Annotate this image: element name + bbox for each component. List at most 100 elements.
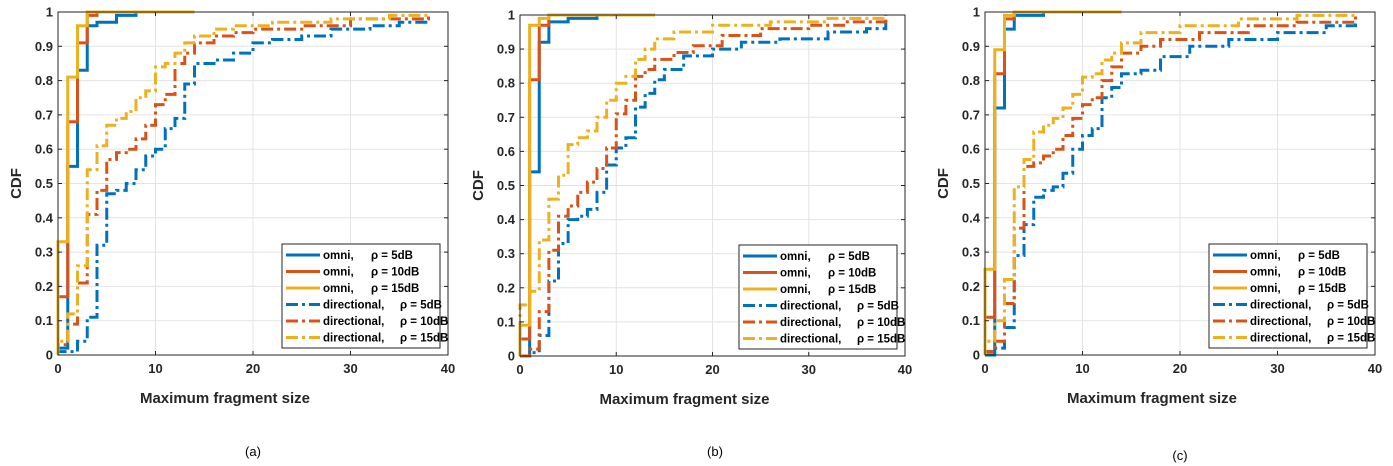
x-axis-label: Maximum fragment size — [1067, 390, 1237, 407]
series-line-directional-4 — [56, 12, 430, 355]
legend-entry-rho: ρ = 5dB — [400, 300, 442, 312]
x-tick-label: 20 — [705, 362, 719, 377]
y-tick-label: 1 — [46, 5, 53, 20]
y-tick-label: 0.2 — [497, 280, 515, 295]
legend-entry-rho: ρ = 10dB — [400, 316, 448, 328]
legend-entry-rho: ρ = 5dB — [828, 251, 870, 263]
chart-panel-2: 0 10 20 30 40 0 0.1 0.2 0.3 0.4 0.5 0.6 0.7 0.8 0.9 1 Ma… — [470, 8, 912, 460]
legend-entry-label: directional, — [780, 301, 841, 313]
x-tick-label: 0 — [516, 362, 523, 377]
chart-panel-3: 0 10 20 30 40 0 0.1 0.2 0.3 0.4 0.5 0.6 0.7 0.8 0.9 1 Ma… — [935, 5, 1382, 464]
legend-entry-label: omni, — [780, 284, 811, 296]
legend-entry-label: directional, — [780, 334, 841, 346]
legend-entry-label: omni, — [780, 268, 811, 280]
legend-entry-label: omni, — [323, 267, 354, 279]
series-line-directional-3 — [520, 15, 888, 358]
series-line-omni-2 — [518, 13, 655, 356]
x-tick-label: 30 — [1270, 361, 1284, 376]
y-tick-label: 0 — [973, 348, 980, 363]
legend-box — [281, 243, 441, 349]
legend-entry-rho: ρ = 5dB — [1327, 300, 1369, 312]
chart-panel-1: 0 10 20 30 40 0 0.1 0.2 0.3 0.4 0.5 0.6 0.7 0.8 0.9 1 Ma… — [8, 5, 455, 460]
x-tick-label: 30 — [343, 361, 357, 376]
legend-entry-label: omni, — [323, 283, 354, 295]
legend-entry-rho: ρ = 10dB — [857, 317, 905, 329]
y-tick-label: 0.8 — [497, 76, 515, 91]
y-tick-label: 0.1 — [35, 313, 53, 328]
series-line-omni-2 — [983, 10, 1122, 355]
series-line-directional-4 — [520, 15, 888, 358]
series-line-directional-5 — [983, 12, 1357, 355]
x-tick-label: 0 — [981, 361, 988, 376]
y-tick-label: 0.9 — [35, 39, 53, 54]
legend-entry-label: directional, — [323, 316, 384, 328]
legend-entry-label: omni, — [1250, 283, 1281, 295]
legend-entry-rho: ρ = 15dB — [857, 334, 905, 346]
legend-entry-label: directional, — [1250, 316, 1311, 328]
legend-entry-rho: ρ = 5dB — [371, 250, 413, 262]
y-tick-label: 0.5 — [35, 176, 53, 191]
x-tick-label: 10 — [148, 361, 162, 376]
y-tick-label: 0.2 — [962, 279, 980, 294]
legend-entry-label: directional, — [323, 300, 384, 312]
legend: omni, ρ = 5dB omni, ρ = 10dB omni, ρ = 15dB di… — [281, 243, 448, 349]
y-tick-label: 0.3 — [497, 246, 515, 261]
y-tick-label: 0.4 — [497, 212, 516, 227]
x-tick-label: 40 — [441, 361, 455, 376]
legend-entry-rho: ρ = 5dB — [1298, 250, 1340, 262]
legend-entry-rho: ρ = 15dB — [828, 284, 876, 296]
series-line-directional-5 — [518, 15, 888, 356]
y-tick-label: 0.2 — [35, 279, 53, 294]
x-tick-label: 20 — [246, 361, 260, 376]
y-tick-label: 0.4 — [962, 210, 981, 225]
x-tick-label: 40 — [898, 362, 912, 377]
y-tick-label: 0.1 — [962, 313, 980, 328]
y-tick-label: 0.8 — [962, 73, 980, 88]
series-line-directional-3 — [56, 12, 430, 355]
y-tick-label: 1 — [508, 8, 515, 23]
legend-entry-label: omni, — [780, 251, 811, 263]
subfigure-caption: (a) — [245, 444, 261, 459]
subfigure-caption: (b) — [707, 444, 723, 459]
x-tick-label: 20 — [1173, 361, 1187, 376]
y-tick-label: 0.4 — [35, 210, 54, 225]
y-axis-label: CDF — [470, 170, 487, 201]
legend-box — [738, 244, 898, 350]
legend: omni, ρ = 5dB omni, ρ = 10dB omni, ρ = 15dB di… — [738, 244, 905, 350]
series-line-directional-5 — [56, 12, 430, 355]
y-tick-label: 0.8 — [35, 73, 53, 88]
y-tick-label: 0.9 — [962, 39, 980, 54]
legend-entry-rho: ρ = 10dB — [1327, 316, 1375, 328]
legend-entry-rho: ρ = 15dB — [371, 283, 419, 295]
y-tick-label: 0.7 — [35, 107, 53, 122]
y-tick-label: 0.7 — [962, 107, 980, 122]
legend-entry-rho: ρ = 15dB — [1298, 283, 1346, 295]
legend-entry-label: omni, — [1250, 267, 1281, 279]
y-axis-label: CDF — [935, 168, 952, 199]
x-tick-label: 10 — [609, 362, 623, 377]
legend-entry-label: directional, — [1250, 333, 1311, 345]
legend-entry-label: directional, — [780, 317, 841, 329]
y-axis-label: CDF — [8, 168, 25, 199]
legend-entry-rho: ρ = 5dB — [857, 301, 899, 313]
y-tick-label: 0 — [508, 349, 515, 364]
y-tick-label: 0.7 — [497, 110, 515, 125]
legend-entry-rho: ρ = 10dB — [371, 267, 419, 279]
x-tick-label: 30 — [802, 362, 816, 377]
y-tick-label: 0.3 — [35, 245, 53, 260]
y-tick-label: 0.1 — [497, 314, 515, 329]
y-tick-label: 0.3 — [962, 245, 980, 260]
legend-entry-rho: ρ = 15dB — [1327, 333, 1375, 345]
legend-entry-label: omni, — [323, 250, 354, 262]
legend-entry-label: omni, — [1250, 250, 1281, 262]
legend-entry-rho: ρ = 10dB — [1298, 267, 1346, 279]
series-line-directional-3 — [985, 12, 1357, 357]
x-tick-label: 40 — [1368, 361, 1382, 376]
y-tick-label: 0.5 — [497, 178, 515, 193]
legend-entry-rho: ρ = 10dB — [828, 268, 876, 280]
series-line-omni-2 — [56, 10, 195, 355]
y-tick-label: 0.5 — [962, 176, 980, 191]
legend-box — [1208, 243, 1368, 349]
x-axis-label: Maximum fragment size — [599, 391, 769, 408]
